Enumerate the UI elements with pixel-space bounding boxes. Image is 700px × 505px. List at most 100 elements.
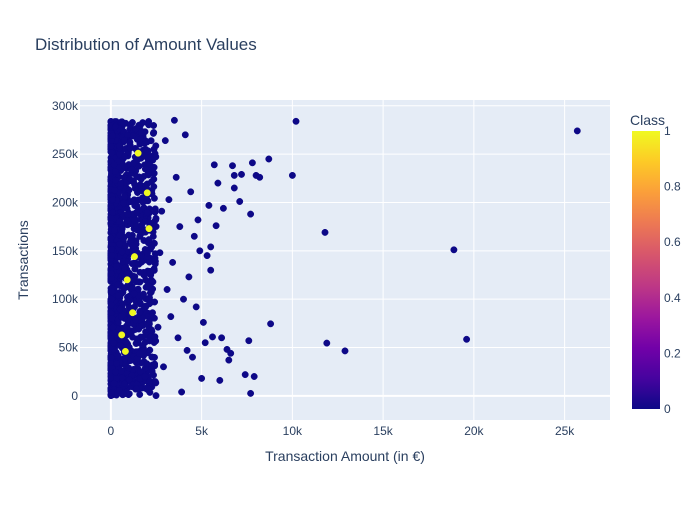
data-point (149, 164, 157, 172)
data-point (147, 269, 154, 276)
data-point (142, 146, 150, 153)
data-point (138, 229, 146, 237)
data-point (115, 218, 123, 225)
data-point (214, 179, 222, 187)
data-point (121, 193, 129, 201)
data-point (138, 258, 146, 266)
data-point (151, 360, 159, 368)
data-point (183, 346, 191, 354)
colorbar-tick-labels: 0 0.2 0.4 0.6 0.8 1 (664, 124, 681, 416)
data-point (180, 295, 187, 303)
data-point (125, 328, 133, 336)
data-point (151, 260, 159, 268)
data-point (152, 392, 160, 400)
data-point (241, 371, 249, 379)
data-point (123, 216, 131, 224)
data-point (238, 170, 245, 178)
data-point (131, 265, 139, 273)
data-point (110, 339, 118, 347)
plot-area (80, 100, 610, 420)
data-point (128, 242, 136, 250)
data-point (321, 228, 329, 236)
data-point (132, 125, 140, 133)
data-point (150, 122, 158, 129)
data-point (147, 152, 155, 160)
data-point (148, 353, 156, 361)
data-point (109, 132, 117, 140)
data-point (108, 314, 116, 322)
data-point (134, 196, 142, 204)
data-point (114, 352, 122, 360)
data-point (121, 264, 129, 272)
data-point (247, 210, 255, 218)
data-point (137, 129, 145, 136)
data-point (145, 169, 152, 176)
data-point (139, 119, 147, 127)
data-point (133, 156, 141, 164)
data-point (141, 183, 149, 191)
data-point (160, 363, 167, 371)
data-point (136, 368, 144, 376)
colorbar-tick-label: 0.2 (664, 346, 681, 360)
data-point (136, 308, 144, 316)
y-tick-label: 200k (52, 195, 79, 209)
x-tick-label: 10k (283, 424, 303, 438)
data-point (116, 240, 124, 248)
data-point (185, 273, 193, 281)
data-point (196, 247, 204, 255)
data-point (116, 231, 124, 239)
data-point (116, 342, 124, 349)
colorbar-gradient (632, 131, 660, 409)
data-point (207, 266, 215, 274)
data-point (450, 246, 458, 254)
data-point (223, 345, 231, 353)
data-point (118, 374, 126, 382)
data-point (190, 232, 198, 240)
data-point (165, 196, 173, 204)
data-point (150, 194, 158, 202)
data-point (107, 234, 115, 242)
data-point (247, 389, 255, 397)
data-point (143, 189, 151, 197)
data-point (128, 166, 136, 173)
data-point (130, 290, 138, 298)
y-tick-label: 0 (71, 389, 78, 403)
data-point (117, 367, 125, 375)
colorbar-tick-label: 0.6 (664, 235, 681, 249)
data-point (341, 347, 349, 355)
data-point (151, 378, 159, 386)
data-point (125, 364, 133, 372)
data-point (107, 142, 115, 150)
x-tick-label: 25k (555, 424, 575, 438)
data-point (145, 225, 153, 233)
data-point (189, 353, 196, 361)
data-point (135, 350, 143, 358)
data-point (146, 337, 153, 345)
data-point (323, 339, 331, 347)
data-point (172, 173, 180, 181)
colorbar-tick-label: 0.4 (664, 291, 681, 305)
chart-title: Distribution of Amount Values (35, 35, 257, 54)
data-point (205, 201, 213, 209)
data-point (194, 216, 202, 224)
data-point (176, 223, 184, 231)
data-point (126, 121, 134, 129)
data-point (187, 188, 195, 196)
data-point (118, 248, 126, 256)
data-point (174, 334, 182, 342)
data-point (112, 262, 120, 270)
data-point (147, 288, 155, 296)
data-point (163, 286, 171, 293)
data-point (123, 276, 131, 284)
data-point (131, 253, 138, 261)
colorbar-tick-label: 1 (664, 124, 671, 138)
data-point (230, 171, 238, 179)
x-tick-label: 15k (373, 424, 393, 438)
data-point (126, 296, 134, 304)
data-point (145, 317, 153, 325)
data-point (143, 209, 151, 216)
data-point (120, 199, 128, 207)
data-point (132, 316, 139, 324)
data-point (110, 226, 118, 234)
